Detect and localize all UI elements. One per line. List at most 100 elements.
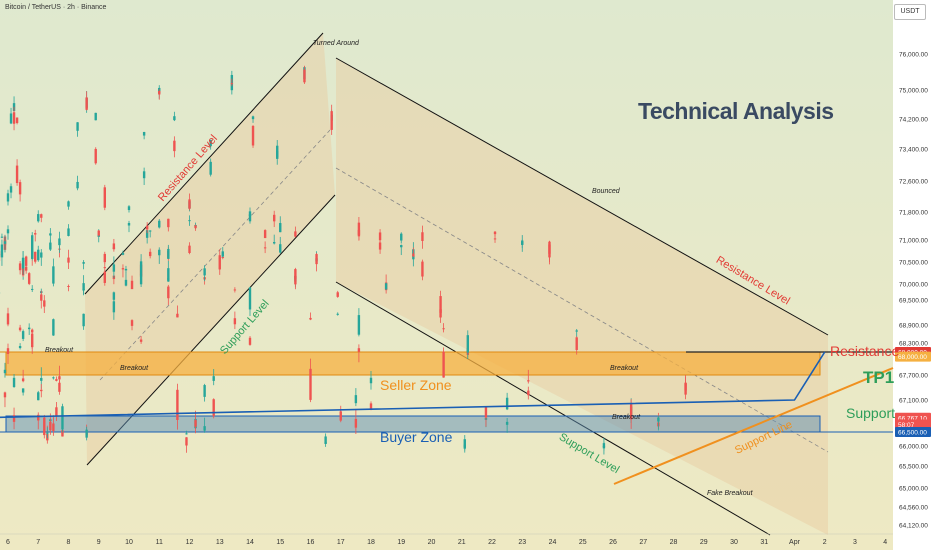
candle-body	[24, 266, 28, 271]
candle-body	[369, 377, 373, 384]
candle-body	[203, 268, 206, 276]
candle-body	[31, 333, 34, 345]
candle-body	[34, 251, 37, 262]
candle-body	[21, 378, 25, 382]
candle-body	[203, 426, 206, 431]
candle-body	[0, 236, 4, 238]
candle-body	[279, 223, 282, 233]
x-tick-label: 12	[186, 539, 194, 546]
candle-body	[12, 112, 16, 124]
candle-body	[94, 112, 97, 121]
price-axis-background	[893, 0, 932, 550]
x-tick-label: 29	[700, 539, 708, 546]
candle-body	[12, 377, 16, 387]
candle-body	[158, 249, 161, 256]
candle-body	[37, 414, 40, 421]
candle-body	[273, 214, 276, 222]
candle-body	[6, 348, 10, 354]
x-tick-label: 21	[458, 539, 466, 546]
candle-body	[85, 97, 88, 110]
candle-body	[421, 232, 424, 241]
candle-body	[439, 309, 442, 318]
candle-body	[31, 235, 34, 259]
candle-body	[657, 417, 660, 422]
candle-body	[18, 327, 22, 331]
candle-body	[94, 148, 97, 164]
candle-body	[248, 287, 252, 310]
candle-body	[15, 117, 19, 124]
candle-body	[6, 313, 10, 325]
candle-body	[185, 437, 188, 446]
projection-path	[0, 351, 826, 419]
y-tick-label: 71,000.00	[899, 238, 928, 245]
breakout-label-2: Breakout	[120, 365, 149, 372]
candle-body	[158, 90, 161, 95]
candle-body	[21, 257, 25, 269]
candle-body	[139, 261, 143, 285]
candle-body	[463, 439, 466, 449]
candle-body	[9, 113, 13, 124]
y-tick-label: 76,000.00	[899, 52, 928, 59]
candle-body	[52, 266, 55, 284]
candle-body	[548, 244, 551, 258]
candle-body	[37, 249, 40, 261]
candle-body	[58, 382, 61, 392]
candle-body	[167, 248, 170, 259]
candle-body	[442, 351, 445, 378]
candle-body	[21, 331, 25, 339]
candle-body	[203, 385, 206, 397]
candle-body	[43, 417, 46, 436]
candle-body	[103, 187, 106, 208]
x-tick-label: 10	[125, 539, 133, 546]
x-tick-label: 2	[823, 539, 827, 546]
candle-body	[18, 182, 22, 195]
x-tick-label: 27	[639, 539, 647, 546]
breakout-label-1: Breakout	[45, 347, 74, 354]
x-tick-label: 13	[216, 539, 224, 546]
falling-resistance-line	[335, 57, 829, 336]
candle-body	[27, 273, 31, 284]
candle-body	[82, 313, 85, 327]
x-tick-label: 9	[97, 539, 101, 546]
falling-midline	[335, 167, 829, 453]
support-trend-line	[613, 367, 894, 485]
candle-body	[31, 329, 34, 333]
candle-body	[3, 241, 7, 244]
candle-body	[575, 337, 578, 350]
price-badge-label: 58:07	[898, 422, 915, 429]
candle-body	[384, 283, 388, 290]
candle-body	[40, 214, 43, 218]
candle-body	[52, 423, 55, 432]
candle-body	[209, 139, 212, 147]
candle-body	[76, 122, 79, 131]
candle-body	[49, 242, 52, 250]
x-tick-label: 24	[549, 539, 557, 546]
candle-body	[233, 289, 237, 291]
candle-body	[357, 229, 361, 237]
candle-body	[34, 233, 37, 235]
breakout-label-4: Breakout	[612, 414, 641, 421]
candle-body	[127, 206, 131, 211]
candle-body	[336, 292, 339, 297]
candle-body	[112, 264, 116, 272]
candle-body	[58, 376, 61, 380]
rising-resistance-line	[84, 32, 324, 295]
candle-body	[378, 242, 382, 250]
y-tick-label: 73,400.00	[899, 147, 928, 154]
turned-around-label: Turned Around	[313, 40, 359, 47]
candle-body	[248, 337, 252, 345]
x-tick-label: 26	[609, 539, 617, 546]
candle-body	[230, 83, 234, 85]
y-tick-label: 69,500.00	[899, 298, 928, 305]
price-badge-label: 68,000.00	[898, 354, 927, 361]
candle-body	[602, 443, 606, 447]
bounced-label: Bounced	[592, 188, 620, 195]
fake-breakout-label: Fake Breakout	[707, 490, 753, 497]
candle-body	[421, 261, 424, 277]
x-tick-label: 4	[883, 539, 887, 546]
x-tick-label: 8	[67, 539, 71, 546]
candle-body	[6, 229, 10, 234]
currency-button[interactable]: USDT	[894, 4, 926, 20]
